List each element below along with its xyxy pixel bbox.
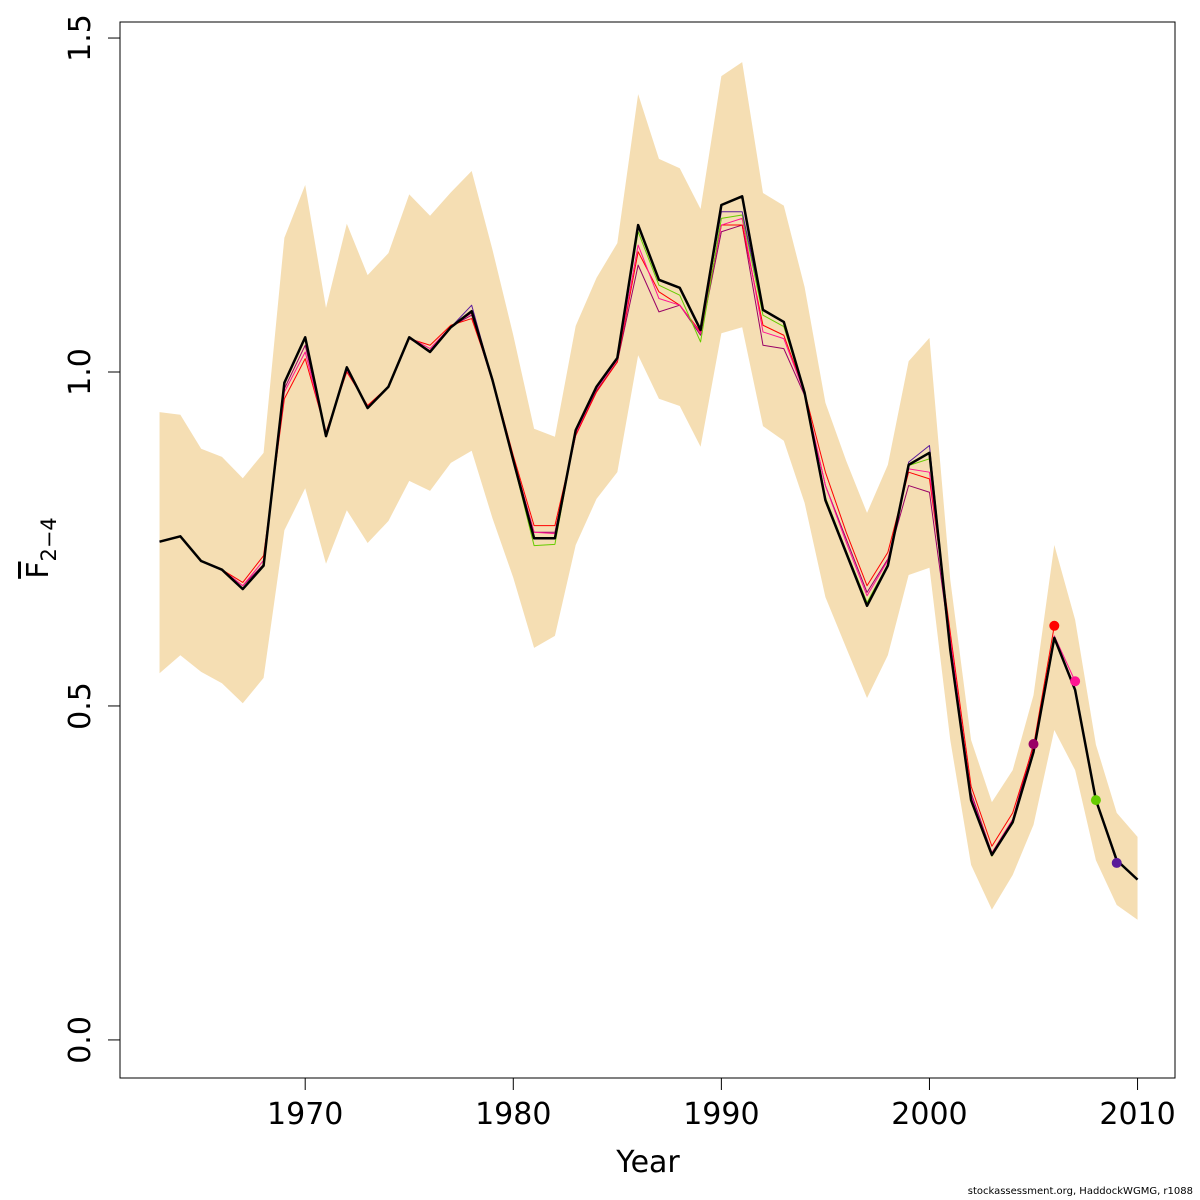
x-tick-label: 2010 <box>1099 1097 1175 1132</box>
y-tick-label-group: 1.0 <box>63 348 98 396</box>
y-axis-label-group: F2−4 <box>21 517 61 579</box>
x-tick-label: 1970 <box>267 1097 343 1132</box>
y-tick-label: 0.5 <box>63 682 98 730</box>
y-axis-label-main: F <box>21 562 56 579</box>
y-axis-label: F2−4 <box>21 517 61 579</box>
retro-end-point <box>1090 795 1101 806</box>
retro-end-point <box>1028 739 1039 750</box>
x-tick-label: 1980 <box>475 1097 551 1132</box>
retro-end-point <box>1111 857 1122 868</box>
confidence-band <box>159 62 1138 920</box>
retro-end-point <box>1070 676 1081 687</box>
y-tick-label: 1.5 <box>63 14 98 62</box>
retro-end-point <box>1049 620 1060 631</box>
y-axis-label-sub: 2−4 <box>37 517 61 561</box>
x-tick-label: 2000 <box>891 1097 967 1132</box>
y-tick-label-group: 0.0 <box>63 1016 98 1064</box>
y-tick-label: 1.0 <box>63 348 98 396</box>
y-tick-label-group: 1.5 <box>63 14 98 62</box>
x-tick-label: 1990 <box>683 1097 759 1132</box>
plot-frame <box>119 21 1176 1079</box>
x-axis-label: Year <box>615 1145 680 1180</box>
y-tick-label-group: 0.5 <box>63 682 98 730</box>
y-tick-label: 0.0 <box>63 1016 98 1064</box>
footer: stockassessment.org, HaddockWGMG, r1088 <box>968 1186 1193 1197</box>
estimate-line <box>159 195 1139 881</box>
